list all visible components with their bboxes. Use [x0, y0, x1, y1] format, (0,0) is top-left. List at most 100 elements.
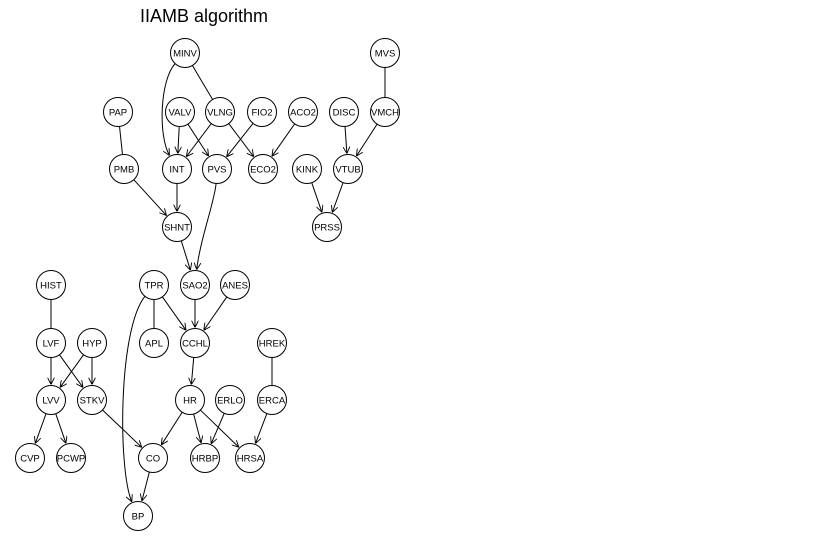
node-hr: HR: [175, 385, 205, 415]
node-label: VLNG: [207, 108, 233, 119]
node-apl: APL: [139, 328, 169, 358]
node-circle: [162, 212, 192, 242]
edge-vmch-vtub: [356, 123, 378, 156]
edges-layer: [35, 63, 386, 502]
node-circle: [139, 328, 169, 358]
node-label: ANES: [222, 281, 248, 292]
node-circle: [288, 97, 318, 127]
edge-co-bp: [142, 471, 150, 501]
node-prss: PRSS: [312, 212, 342, 242]
node-label: VALV: [169, 108, 193, 119]
node-label: ERLO: [217, 396, 243, 407]
node-disc: DISC: [329, 97, 359, 127]
node-circle: [312, 212, 342, 242]
node-label: INT: [169, 165, 185, 176]
node-circle: [248, 154, 278, 184]
node-vmch: VMCH: [370, 97, 400, 127]
node-circle: [56, 443, 86, 473]
node-circle: [123, 501, 153, 531]
edge-hr-hrsa: [200, 409, 238, 447]
node-erca: ERCA: [257, 385, 287, 415]
edge-vlng-int: [186, 123, 212, 157]
edge-pmb-shnt: [133, 179, 167, 216]
nodes-layer: MINV MVS PAP VALV VLNG FIO2 ACO2 DISC VMCH PMB INT…: [15, 38, 400, 531]
node-label: PAP: [109, 108, 127, 119]
node-sao2: SAO2: [180, 270, 210, 300]
node-erlo: ERLO: [215, 385, 245, 415]
node-label: TPR: [145, 281, 164, 292]
node-circle: [36, 385, 66, 415]
node-tpr: TPR: [139, 270, 169, 300]
node-label: HREK: [259, 339, 286, 350]
node-label: HYP: [82, 339, 102, 350]
node-label: ERCA: [259, 396, 286, 407]
node-circle: [103, 97, 133, 127]
node-pvs: PVS: [202, 154, 232, 184]
node-circle: [333, 154, 363, 184]
node-circle: [175, 385, 205, 415]
node-circle: [215, 385, 245, 415]
node-vtub: VTUB: [333, 154, 363, 184]
edge-hr-co: [161, 411, 183, 445]
node-circle: [162, 154, 192, 184]
node-label: BP: [132, 512, 145, 523]
node-mvs: MVS: [370, 38, 400, 68]
node-hrsa: HRSA: [235, 443, 265, 473]
node-lvv: LVV: [36, 385, 66, 415]
graph-title: IIAMB algorithm: [140, 6, 269, 26]
edge-erca-hrsa: [255, 413, 268, 444]
node-circle: [190, 443, 220, 473]
edge-hr-hrbp: [193, 413, 201, 443]
edge-pvs-sao2: [197, 183, 217, 269]
node-circle: [202, 154, 232, 184]
node-circle: [370, 38, 400, 68]
node-cchl: CCHL: [180, 328, 210, 358]
edge-tpr-cchl: [161, 296, 186, 331]
node-minv: MINV: [170, 38, 200, 68]
node-label: SAO2: [182, 281, 207, 292]
node-co: CO: [138, 443, 168, 473]
edge-valv-int: [178, 126, 179, 153]
node-circle: [139, 270, 169, 300]
node-pap: PAP: [103, 97, 133, 127]
node-label: MINV: [173, 49, 197, 60]
node-cvp: CVP: [15, 443, 45, 473]
node-hrek: HREK: [257, 328, 287, 358]
node-circle: [77, 385, 107, 415]
node-label: CVP: [20, 454, 40, 465]
node-label: CO: [146, 454, 160, 465]
node-label: ACO2: [290, 108, 316, 119]
node-label: APL: [145, 339, 163, 350]
edge-vtub-prss: [332, 182, 344, 213]
node-vlng: VLNG: [205, 97, 235, 127]
edge-pap-pmb: [119, 126, 123, 155]
node-circle: [205, 97, 235, 127]
node-aco2: ACO2: [288, 97, 318, 127]
node-int: INT: [162, 154, 192, 184]
edge-lvv-pcwp: [55, 413, 66, 444]
node-stkv: STKV: [77, 385, 107, 415]
edge-cchl-hr: [191, 357, 193, 384]
node-label: PVS: [207, 165, 226, 176]
edge-aco2-eco2: [272, 123, 296, 156]
edge-lvv-cvp: [35, 413, 47, 444]
node-label: MVS: [375, 49, 396, 60]
node-label: SHNT: [164, 223, 190, 234]
node-fio2: FIO2: [247, 97, 277, 127]
node-label: VTUB: [335, 165, 360, 176]
node-label: KINK: [296, 165, 319, 176]
node-circle: [170, 38, 200, 68]
node-circle: [109, 154, 139, 184]
node-circle: [36, 328, 66, 358]
node-valv: VALV: [165, 97, 195, 127]
edge-kink-prss: [311, 182, 322, 213]
edge-shnt-sao2: [180, 240, 190, 270]
node-label: LVV: [42, 396, 60, 407]
edge-erlo-hrbp: [211, 413, 225, 443]
node-lvf: LVF: [36, 328, 66, 358]
edge-fio2-pvs: [227, 123, 254, 156]
edge-hyp-lvv: [60, 354, 84, 388]
node-label: HRBP: [192, 454, 218, 465]
node-pmb: PMB: [109, 154, 139, 184]
